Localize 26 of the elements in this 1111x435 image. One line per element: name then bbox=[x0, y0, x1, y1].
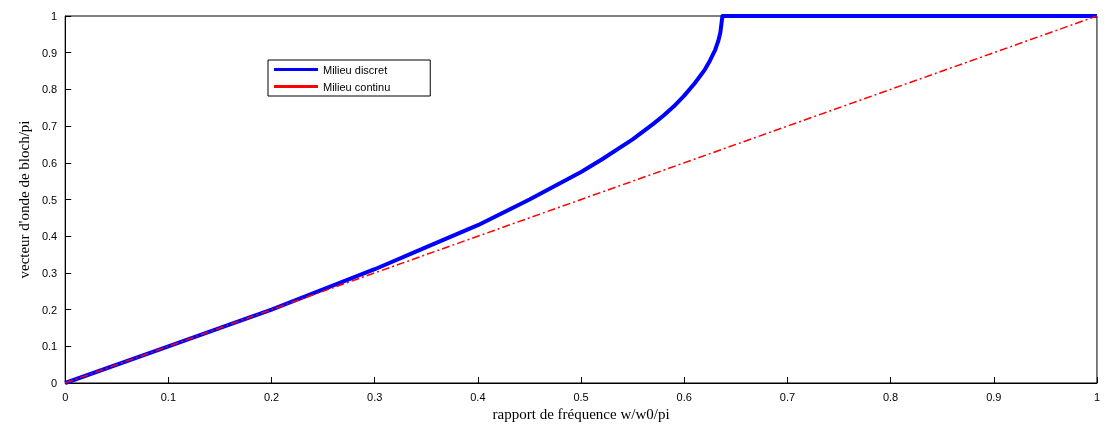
x-tick-label: 0.8 bbox=[882, 390, 899, 403]
y-tick-label: 0.6 bbox=[41, 156, 58, 169]
y-tick-label: 0.9 bbox=[41, 46, 58, 59]
y-axis-title: vecteur d'onde de bloch/pi bbox=[15, 120, 32, 279]
x-tick-label: 0.2 bbox=[263, 390, 280, 403]
legend-label: Milieu discret bbox=[323, 63, 388, 76]
y-tick-label: 0.1 bbox=[41, 340, 58, 353]
x-axis-title: rapport de fréquence w/w0/pi bbox=[492, 406, 670, 423]
x-tick-label: 0.9 bbox=[986, 390, 1002, 403]
y-tick-label: 0 bbox=[51, 377, 58, 389]
y-tick-label: 1 bbox=[51, 10, 58, 22]
x-tick-label: 0.6 bbox=[676, 390, 692, 403]
x-tick-label: 0 bbox=[62, 390, 69, 403]
y-tick-label: 0.5 bbox=[41, 193, 58, 206]
legend-label: Milieu continu bbox=[323, 80, 391, 93]
x-tick-label: 1 bbox=[1093, 390, 1100, 403]
y-tick-label: 0.8 bbox=[41, 83, 58, 96]
x-tick-label: 0.7 bbox=[779, 390, 796, 403]
x-tick-label: 0.5 bbox=[573, 390, 589, 403]
y-tick-label: 0.7 bbox=[41, 120, 58, 133]
x-tick-label: 0.1 bbox=[160, 390, 177, 403]
y-tick-label: 0.2 bbox=[41, 303, 58, 316]
y-tick-label: 0.4 bbox=[41, 230, 58, 243]
x-tick-label: 0.3 bbox=[367, 390, 383, 403]
y-tick-label: 0.3 bbox=[41, 266, 58, 279]
x-tick-label: 0.4 bbox=[470, 390, 486, 403]
